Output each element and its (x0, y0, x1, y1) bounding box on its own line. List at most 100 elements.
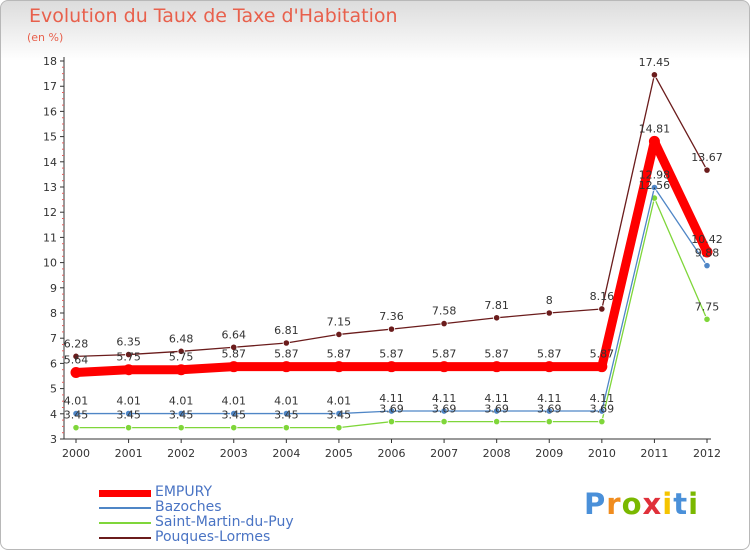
data-point (545, 407, 553, 415)
legend-label: Pouques-Lormes (155, 529, 271, 545)
x-tick-label: 2002 (167, 447, 195, 460)
data-label: 4.01 (169, 395, 194, 408)
data-point (703, 262, 711, 270)
proxiti-logo: Proxiti (584, 487, 699, 521)
legend-swatch (99, 507, 151, 509)
legend-label: Saint-Martin-du-Puy (155, 514, 294, 530)
data-label: 7.15 (327, 315, 352, 328)
data-label: 3.45 (222, 409, 247, 422)
data-point (177, 347, 185, 355)
y-tick-label: 12 (43, 206, 57, 219)
data-point (491, 361, 503, 373)
data-label: 4.01 (222, 395, 247, 408)
legend-label: EMPURY (155, 484, 212, 500)
data-label: 3.45 (274, 409, 299, 422)
data-point (387, 418, 396, 426)
data-label: 4.11 (537, 392, 562, 405)
data-point (70, 366, 82, 378)
data-label: 4.11 (484, 392, 509, 405)
data-point (386, 361, 397, 373)
data-label: 3.45 (116, 409, 141, 422)
data-point (335, 409, 343, 418)
logo-letter: i (662, 487, 674, 521)
data-point (333, 361, 345, 373)
y-tick-label: 4 (50, 408, 57, 421)
legend-swatch (99, 522, 151, 524)
data-point (543, 361, 555, 373)
data-label: 3.69 (537, 403, 562, 416)
x-tick-label: 2000 (62, 447, 90, 460)
data-label: 5.87 (590, 348, 615, 361)
x-tick-label: 2012 (693, 447, 721, 460)
data-point (335, 424, 343, 432)
data-label: 7.58 (432, 305, 457, 318)
data-point (650, 71, 659, 79)
data-point (177, 409, 185, 418)
x-tick-label: 2003 (220, 447, 248, 460)
data-label: 5.87 (222, 348, 247, 361)
data-point (124, 350, 133, 359)
data-label: 3.45 (169, 409, 194, 422)
data-label: 5.75 (169, 351, 194, 364)
data-label: 3.69 (590, 403, 615, 416)
data-point (230, 424, 238, 432)
y-tick-label: 18 (43, 55, 57, 68)
logo-letter: o (621, 487, 643, 521)
x-tick-label: 2008 (483, 447, 511, 460)
y-tick-label: 15 (43, 131, 57, 144)
data-point (175, 364, 187, 376)
data-point (440, 418, 448, 426)
data-label: 3.69 (484, 403, 509, 416)
legend-label: Bazoches (155, 499, 222, 515)
data-point (703, 315, 711, 323)
data-label: 5.75 (116, 351, 141, 364)
y-tick-label: 11 (43, 231, 57, 244)
y-tick-label: 9 (50, 282, 57, 295)
x-tick-label: 2007 (430, 447, 458, 460)
data-label: 4.11 (432, 392, 457, 405)
data-label: 10.42 (691, 233, 723, 246)
data-point (228, 361, 240, 373)
data-point (335, 330, 343, 339)
data-point (493, 314, 501, 322)
x-tick-label: 2009 (535, 447, 563, 460)
y-tick-label: 8 (50, 307, 57, 320)
data-label: 3.69 (432, 403, 457, 416)
data-label: 5.87 (327, 348, 352, 361)
y-tick-label: 13 (43, 181, 57, 194)
data-label: 5.64 (64, 353, 89, 366)
data-point (648, 135, 660, 147)
data-point (440, 407, 448, 415)
data-label: 4.01 (327, 395, 352, 408)
data-label: 14.81 (639, 122, 671, 135)
data-point (596, 361, 608, 373)
data-point (72, 409, 80, 418)
y-tick-label: 16 (43, 105, 57, 118)
data-point (282, 409, 290, 418)
logo-letter: r (606, 487, 622, 521)
data-point (545, 418, 553, 426)
data-point (72, 352, 80, 360)
data-label: 7.36 (379, 310, 404, 323)
data-point (438, 361, 450, 373)
data-label: 9.88 (695, 247, 720, 260)
x-tick-label: 2010 (588, 447, 616, 460)
data-label: 5.87 (379, 348, 404, 361)
data-point (598, 305, 606, 313)
data-point (703, 166, 711, 174)
data-label: 8.16 (590, 290, 615, 303)
data-point (545, 309, 553, 317)
x-tick-label: 2006 (378, 447, 406, 460)
data-label: 12.98 (639, 169, 671, 182)
data-label: 6.64 (222, 328, 247, 341)
logo-letter: t (673, 487, 689, 521)
data-label: 6.35 (116, 336, 141, 349)
data-label: 5.87 (432, 348, 457, 361)
data-point (124, 424, 133, 432)
data-label: 4.01 (274, 395, 299, 408)
data-point (72, 424, 80, 432)
data-point (124, 409, 133, 418)
data-label: 3.45 (327, 409, 352, 422)
logo-letter: i (688, 487, 700, 521)
